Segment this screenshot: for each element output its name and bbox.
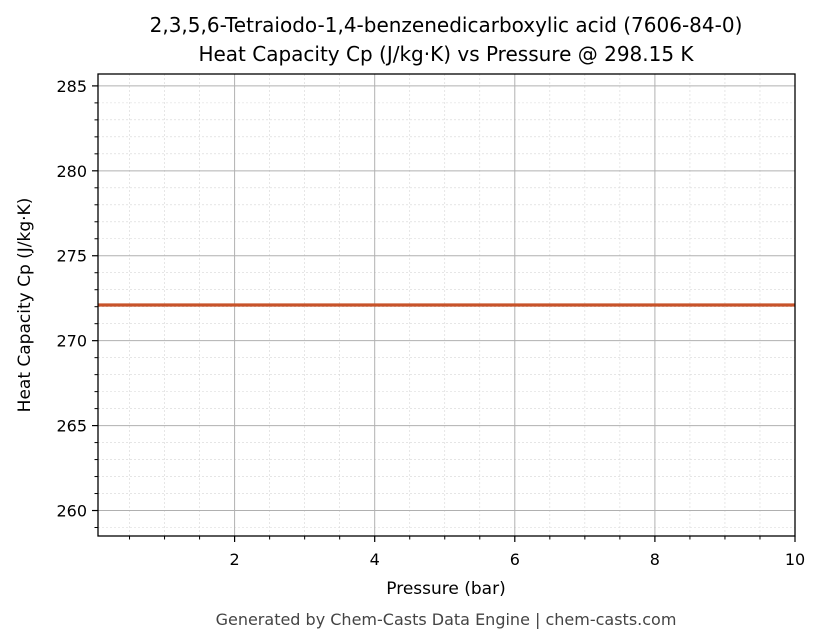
x-tick-label: 10	[785, 550, 805, 569]
footer-credit: Generated by Chem-Casts Data Engine | ch…	[216, 610, 677, 629]
y-tick-labels: 260 265 270 275 280 285	[56, 77, 87, 521]
y-tick-label: 280	[56, 162, 87, 181]
chart-title: 2,3,5,6-Tetraiodo-1,4-benzenedicarboxyli…	[150, 13, 743, 37]
x-tick-label: 4	[370, 550, 380, 569]
plot-frame	[97, 73, 796, 537]
x-tick-label: 6	[510, 550, 520, 569]
x-tick-labels: 2 4 6 8 10	[230, 550, 806, 569]
x-axis-label: Pressure (bar)	[386, 579, 505, 599]
y-tick-label: 260	[56, 502, 87, 521]
x-tick-label: 8	[650, 550, 660, 569]
axis-ticks	[92, 85, 796, 542]
y-tick-label: 275	[56, 247, 87, 266]
y-tick-label: 265	[56, 417, 87, 436]
minor-grid	[98, 74, 795, 536]
y-tick-label: 285	[56, 77, 87, 96]
x-tick-label: 2	[230, 550, 240, 569]
chart-subtitle: Heat Capacity Cp (J/kg·K) vs Pressure @ …	[198, 42, 694, 66]
y-tick-label: 270	[56, 332, 87, 351]
y-axis-label: Heat Capacity Cp (J/kg·K)	[15, 198, 35, 413]
